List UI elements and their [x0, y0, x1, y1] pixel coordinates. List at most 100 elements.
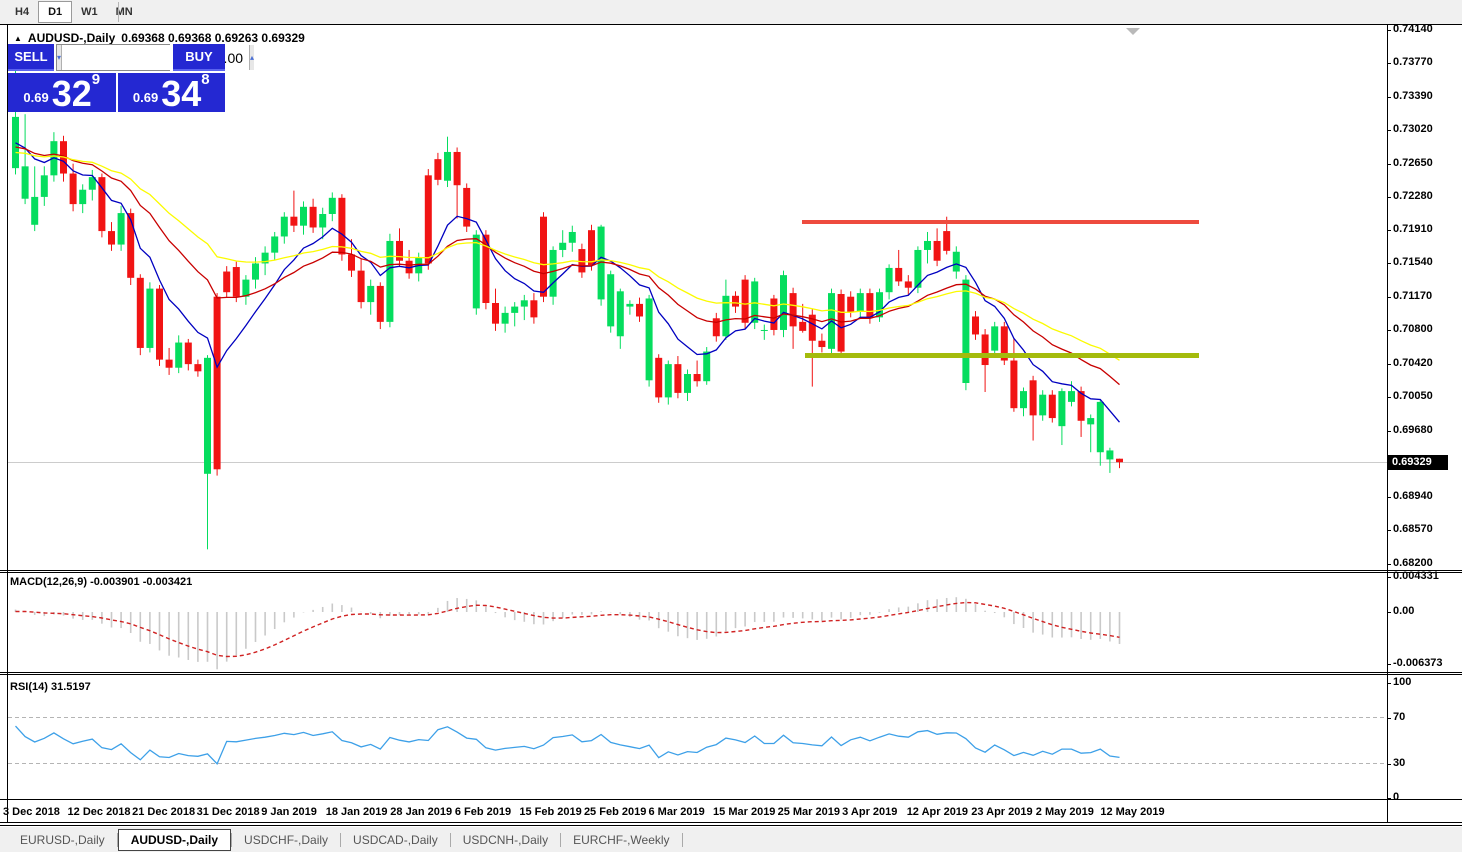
axis-tick	[1387, 717, 1391, 719]
date-axis-label: 9 Jan 2019	[261, 806, 317, 818]
volume-increase-icon[interactable]: ▴	[249, 45, 255, 70]
symbol-tab-usdcad[interactable]: USDCAD-,Daily	[353, 832, 438, 847]
date-axis-label: 12 May 2019	[1100, 806, 1165, 818]
date-axis-label: 2 May 2019	[1035, 806, 1094, 818]
buy-price-prefix: 0.69	[132, 90, 159, 105]
axis-tick	[1387, 163, 1391, 165]
symbol-marker-icon: ▲	[14, 33, 22, 43]
sell-price-quote[interactable]: 0.69 32 9	[8, 71, 116, 112]
rsi-axis-label: 0	[1393, 791, 1400, 803]
axis-tick	[1387, 97, 1391, 99]
axis-tick	[1387, 230, 1391, 232]
date-axis-label: 15 Mar 2019	[713, 806, 776, 818]
date-axis-label: 15 Feb 2019	[519, 806, 582, 818]
support-hline[interactable]	[805, 353, 1199, 358]
price-axis-label: 0.68940	[1393, 490, 1433, 503]
date-axis-label: 6 Feb 2019	[454, 806, 512, 818]
date-axis-label: 18 Jan 2019	[325, 806, 388, 818]
price-axis-label: 0.70800	[1393, 322, 1433, 335]
timeframe-tabs: H4 D1 W1 MN	[6, 1, 142, 23]
axis-tick	[1387, 329, 1391, 331]
rsi-value: 31.5197	[50, 681, 91, 693]
one-click-trade-panel: SELL ▾ ▴ BUY 0.69 32 9 0.69 34 8	[8, 44, 255, 114]
date-axis-label: 21 Dec 2018	[132, 806, 196, 818]
date-axis-label: 3 Apr 2019	[842, 806, 898, 818]
axis-tick	[1387, 29, 1391, 31]
axis-tick	[1387, 397, 1391, 399]
toolbar-separator	[118, 2, 119, 22]
price-axis-label: 0.74140	[1393, 22, 1433, 35]
axis-tick	[1387, 798, 1391, 799]
symbol-tab-usdchf[interactable]: USDCHF-,Daily	[244, 832, 329, 847]
macd-name: MACD(12,26,9)	[10, 576, 88, 588]
tab-separator	[449, 832, 451, 847]
separator-dates-tabs-2	[0, 825, 1462, 826]
timeframe-tab-h4[interactable]: H4	[15, 6, 30, 18]
buy-price-point: 8	[201, 71, 210, 88]
chart-title-ohlc: 0.69368 0.69368 0.69263 0.69329	[121, 31, 305, 45]
price-axis-label: 0.73770	[1393, 55, 1433, 68]
separator-main-macd-1[interactable]	[0, 570, 1462, 571]
macd-axis-label: 0.00	[1393, 605, 1415, 617]
price-axis-label: 0.72280	[1393, 189, 1433, 202]
rsi-name: RSI(14)	[10, 681, 48, 693]
date-axis-label: 6 Mar 2019	[648, 806, 705, 818]
timeframe-tab-w1[interactable]: W1	[81, 6, 98, 18]
date-axis-label: 25 Feb 2019	[583, 806, 647, 818]
date-axis-label: 28 Jan 2019	[390, 806, 453, 818]
symbol-tab-usdcnh[interactable]: USDCNH-,Daily	[462, 832, 549, 847]
price-axis-label: 0.70420	[1393, 357, 1433, 370]
price-axis-label: 0.73020	[1393, 123, 1433, 136]
axis-tick	[1387, 577, 1391, 578]
resistance-hline[interactable]	[802, 220, 1199, 224]
macd-panel[interactable]	[0, 571, 1462, 674]
autoscroll-chevron-icon[interactable]	[1126, 28, 1140, 35]
axis-tick	[1387, 563, 1391, 565]
separator-macd-rsi-1[interactable]	[0, 672, 1462, 673]
date-axis-label: 3 Dec 2018	[3, 806, 60, 818]
sell-button[interactable]: SELL	[8, 44, 54, 71]
date-axis-label: 23 Apr 2019	[971, 806, 1033, 818]
rsi-panel[interactable]	[0, 676, 1462, 799]
chart-title-symbol: AUDUSD-,Daily	[27, 31, 116, 45]
rsi-axis-label: 30	[1393, 756, 1406, 769]
volume-decrease-icon[interactable]: ▾	[57, 45, 63, 70]
axis-tick	[1387, 364, 1391, 366]
macd-label: MACD(12,26,9) -0.003901 -0.003421	[10, 576, 192, 588]
price-axis-border	[1387, 25, 1388, 823]
price-axis-label: 0.71540	[1393, 256, 1433, 269]
plot-left-border	[7, 25, 8, 823]
date-axis-label: 31 Dec 2018	[196, 806, 260, 818]
buy-price-pips: 34	[161, 73, 202, 114]
tab-separator	[560, 832, 562, 847]
rsi-axis-label: 100	[1393, 676, 1412, 688]
timeframe-tab-d1[interactable]: D1	[38, 1, 73, 23]
macd-values: -0.003901 -0.003421	[90, 576, 193, 588]
sell-price-prefix: 0.69	[23, 90, 49, 105]
axis-tick	[1387, 430, 1391, 432]
tab-separator	[681, 832, 683, 847]
axis-tick	[1387, 763, 1391, 765]
axis-tick	[1387, 612, 1391, 613]
separator-rsi-dates	[0, 799, 1462, 800]
tab-separator	[340, 832, 342, 847]
symbol-tab-eurchf[interactable]: EURCHF-,Weekly	[573, 832, 670, 847]
rsi-axis-label: 70	[1393, 710, 1406, 723]
symbol-tab-audusd[interactable]: AUDUSD-,Daily	[117, 828, 232, 851]
timeframe-tab-mn[interactable]: MN	[115, 6, 133, 18]
axis-tick	[1387, 664, 1391, 666]
chart-title: ▲ AUDUSD-,Daily 0.69368 0.69368 0.69263 …	[14, 31, 305, 45]
price-axis-label: 0.68200	[1393, 556, 1433, 569]
macd-axis-label: 0.004331	[1393, 570, 1439, 582]
sell-price-point: 9	[91, 71, 101, 88]
symbol-tabbar: EURUSD-,Daily AUDUSD-,Daily USDCHF-,Daily U…	[0, 827, 1462, 852]
buy-price-quote[interactable]: 0.69 34 8	[117, 71, 225, 114]
price-axis-label: 0.69680	[1393, 423, 1433, 436]
volume-stepper: ▾ ▴	[56, 44, 255, 71]
symbol-tab-eurusd[interactable]: EURUSD-,Daily	[20, 832, 105, 847]
price-axis-label: 0.70050	[1393, 390, 1433, 403]
buy-button[interactable]: BUY	[173, 44, 225, 71]
current-price-tag: 0.69329	[1388, 455, 1448, 470]
axis-tick	[1387, 683, 1391, 684]
